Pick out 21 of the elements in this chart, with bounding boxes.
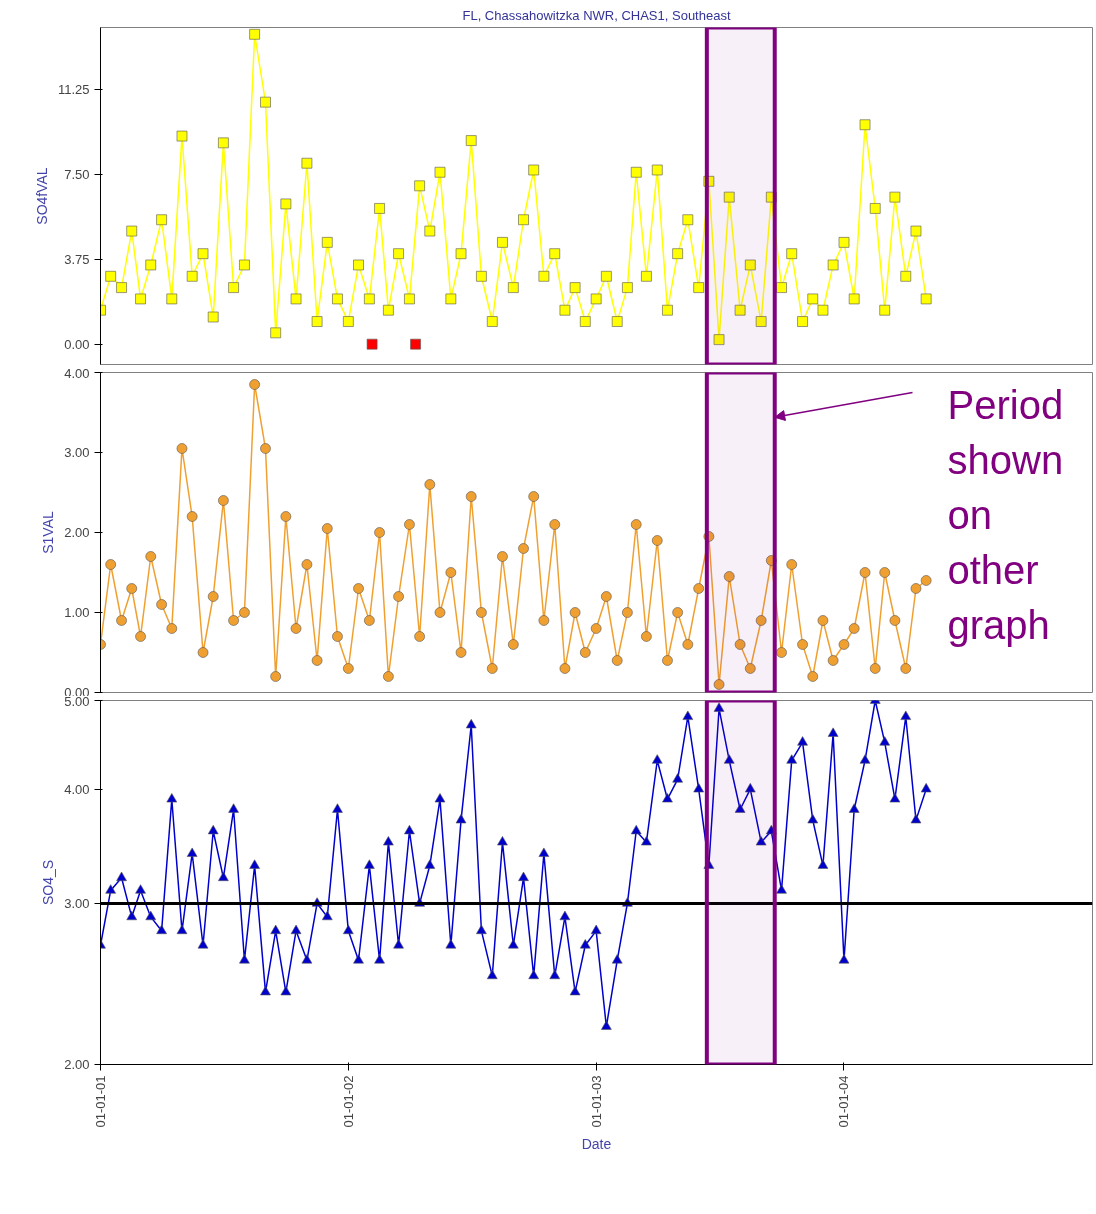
y-tick-label: 2.00 <box>64 1057 90 1072</box>
annotation: Period shown on other graph <box>947 382 1064 647</box>
x-tick-label: 01-01-02 <box>340 1075 356 1128</box>
y-tick-label: 3.00 <box>64 895 90 911</box>
y-axis-title: S1VAL <box>40 511 57 554</box>
y-axis-title: SO4fVAL <box>33 167 50 225</box>
y-tick-label: 0.00 <box>64 336 90 352</box>
y-tick-label: 1.00 <box>64 605 90 620</box>
x-tick-label: 01-01-04 <box>836 1075 852 1128</box>
y-tick-label: 3.75 <box>64 251 90 267</box>
x-tick-label: 01-01-03 <box>588 1075 604 1128</box>
x-tick-label: 01-01-01 <box>93 1075 108 1128</box>
y-axis-title: SO4_S <box>40 859 57 906</box>
y-tick-label: 11.25 <box>57 82 90 98</box>
y-tick-label: 3.00 <box>64 445 90 460</box>
chart-title: FL, Chassahowitzka NWR, CHAS1, Southeast <box>462 7 731 23</box>
y-tick-label: 7.50 <box>64 167 90 183</box>
y-tick-label: 4.00 <box>64 365 90 381</box>
x-axis-title: Date <box>581 1135 612 1152</box>
y-tick-label: 2.00 <box>64 525 90 540</box>
y-tick-label: 4.00 <box>64 781 90 797</box>
